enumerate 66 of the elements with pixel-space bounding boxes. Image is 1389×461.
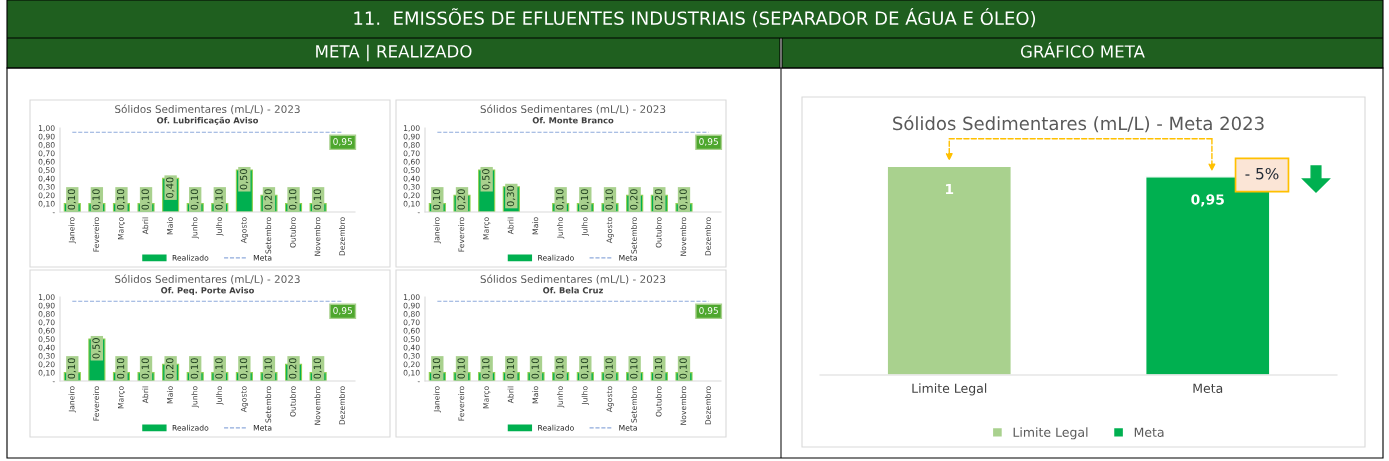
data-label: 0,40 xyxy=(166,177,175,198)
legend-label: Meta xyxy=(1134,427,1164,437)
chart-subtitle: Of. Peq. Porte Aviso xyxy=(161,286,254,296)
data-label: 0,10 xyxy=(313,189,322,210)
data-label: 0,50 xyxy=(482,169,491,190)
chart-title: Sólidos Sedimentares (mL/L) - 2023 xyxy=(115,274,300,285)
data-label: 0,10 xyxy=(580,358,590,379)
data-label: 0,10 xyxy=(190,358,200,379)
data-label: 0,10 xyxy=(679,358,688,379)
chart-title: Sólidos Sedimentares (mL/L) - 2023 xyxy=(480,274,666,285)
data-label: 0,10 xyxy=(654,358,664,379)
data-label: 0,10 xyxy=(264,358,273,379)
text: META | REALIZADO xyxy=(316,44,472,62)
data-label: 0,10 xyxy=(116,189,126,210)
chart-subtitle: Of. Monte Branco xyxy=(532,116,614,124)
data-label: 0,10 xyxy=(190,189,200,210)
data-label: 0,10 xyxy=(92,189,101,210)
data-label: 0,95 xyxy=(699,307,718,315)
chart-subtitle: Of. Bela Cruz xyxy=(543,286,603,294)
data-label: 0,20 xyxy=(654,189,664,210)
data-label: 0,10 xyxy=(67,189,77,210)
data-label: 0,50 xyxy=(92,338,101,359)
data-label: 0,50 xyxy=(239,169,249,190)
data-label: 0,20 xyxy=(166,358,175,379)
data-label: 0,20 xyxy=(264,189,273,210)
text: GRÁFICO META xyxy=(1020,42,1145,58)
data-label: 1 xyxy=(945,183,954,195)
annotation: - 5% xyxy=(1245,167,1279,180)
data-label: 0,10 xyxy=(432,189,442,210)
data-label: 0,10 xyxy=(531,358,540,379)
data-label: 0,10 xyxy=(630,358,639,379)
data-label: 0,10 xyxy=(679,189,688,210)
data-label: 0,10 xyxy=(506,358,516,379)
data-label: 0,10 xyxy=(605,358,614,379)
data-label: 0,20 xyxy=(457,189,466,210)
data-label: 0,10 xyxy=(313,358,322,379)
chart-title: Sólidos Sedimentares (mL/L) - 2023 xyxy=(480,104,666,115)
legend-label: Limite Legal xyxy=(1013,427,1088,440)
data-label: 0,10 xyxy=(116,358,126,379)
data-label: 0,10 xyxy=(215,358,224,379)
chart-title: Sólidos Sedimentares (mL/L) - Meta 2023 xyxy=(893,115,1264,133)
data-label: 0,10 xyxy=(482,358,491,379)
text: 11. EMISSÕES DE EFLUENTES INDUSTRIAIS (SEPARADOR DE ÁGUA E ÓLEO) xyxy=(354,8,1036,28)
data-label: 0,20 xyxy=(289,358,298,379)
data-label: 0,10 xyxy=(289,189,298,210)
data-label: 0,10 xyxy=(141,358,150,379)
data-label: 0,10 xyxy=(605,189,614,210)
data-label: 0,10 xyxy=(141,189,150,210)
data-label: 0,10 xyxy=(457,358,466,379)
data-label: 0,10 xyxy=(580,189,590,210)
data-label: 0,95 xyxy=(1191,194,1224,207)
data-label: 0,10 xyxy=(556,189,565,210)
x-tick-label: Meta xyxy=(1193,383,1223,394)
x-tick-label: Limite Legal xyxy=(912,383,987,396)
chart-title: Sólidos Sedimentares (mL/L) - 2023 xyxy=(115,104,300,115)
data-label: 0,20 xyxy=(630,189,639,210)
data-label: 0,10 xyxy=(67,358,77,379)
data-label: 0,95 xyxy=(333,307,352,315)
data-label: 0,10 xyxy=(215,189,224,210)
data-label: 0,30 xyxy=(506,185,516,207)
data-label: 0,10 xyxy=(239,358,249,379)
data-label: 0,95 xyxy=(333,138,352,146)
data-label: 0,95 xyxy=(699,138,718,146)
data-label: 0,10 xyxy=(432,358,442,379)
data-label: 0,10 xyxy=(556,358,565,379)
chart-subtitle: Of. Lubrificação Aviso xyxy=(156,116,259,125)
